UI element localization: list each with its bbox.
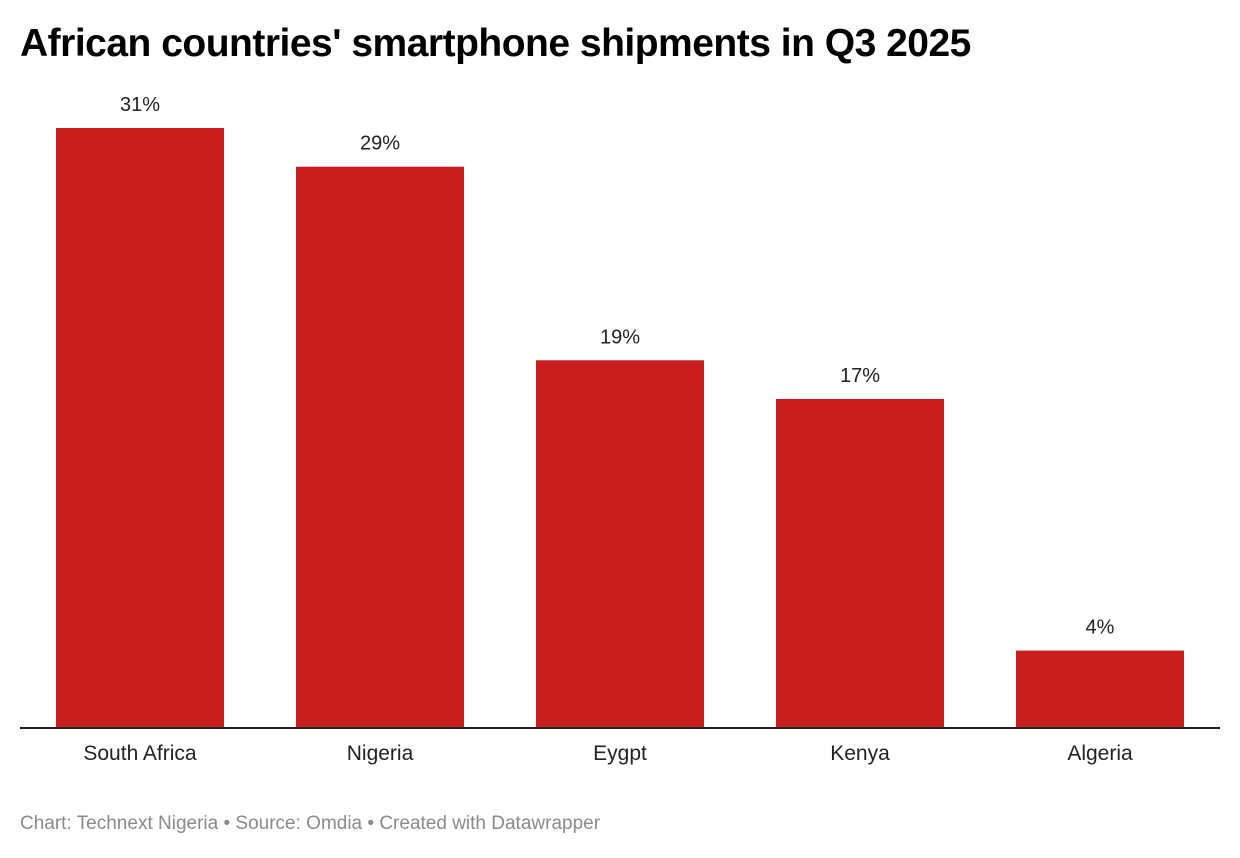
data-label: 4%: [1086, 617, 1115, 639]
data-label: 17%: [840, 365, 880, 387]
chart-title: African countries' smartphone shipments …: [20, 22, 971, 65]
x-tick-label: Eygpt: [593, 742, 647, 765]
chart-footer: Chart: Technext Nigeria • Source: Omdia …: [20, 813, 601, 834]
data-label: 29%: [360, 133, 400, 155]
x-tick-label: Kenya: [830, 742, 890, 765]
x-tick-label: Nigeria: [347, 742, 414, 765]
bar-4: [1016, 650, 1184, 728]
x-tick-label: Algeria: [1067, 742, 1133, 765]
x-tick-label: South Africa: [83, 742, 197, 765]
data-label: 31%: [120, 94, 160, 116]
bar-3: [776, 398, 944, 728]
bar-1: [296, 166, 464, 729]
data-label: 19%: [600, 326, 640, 348]
bar-0: [56, 128, 224, 728]
bar-2: [536, 360, 704, 728]
